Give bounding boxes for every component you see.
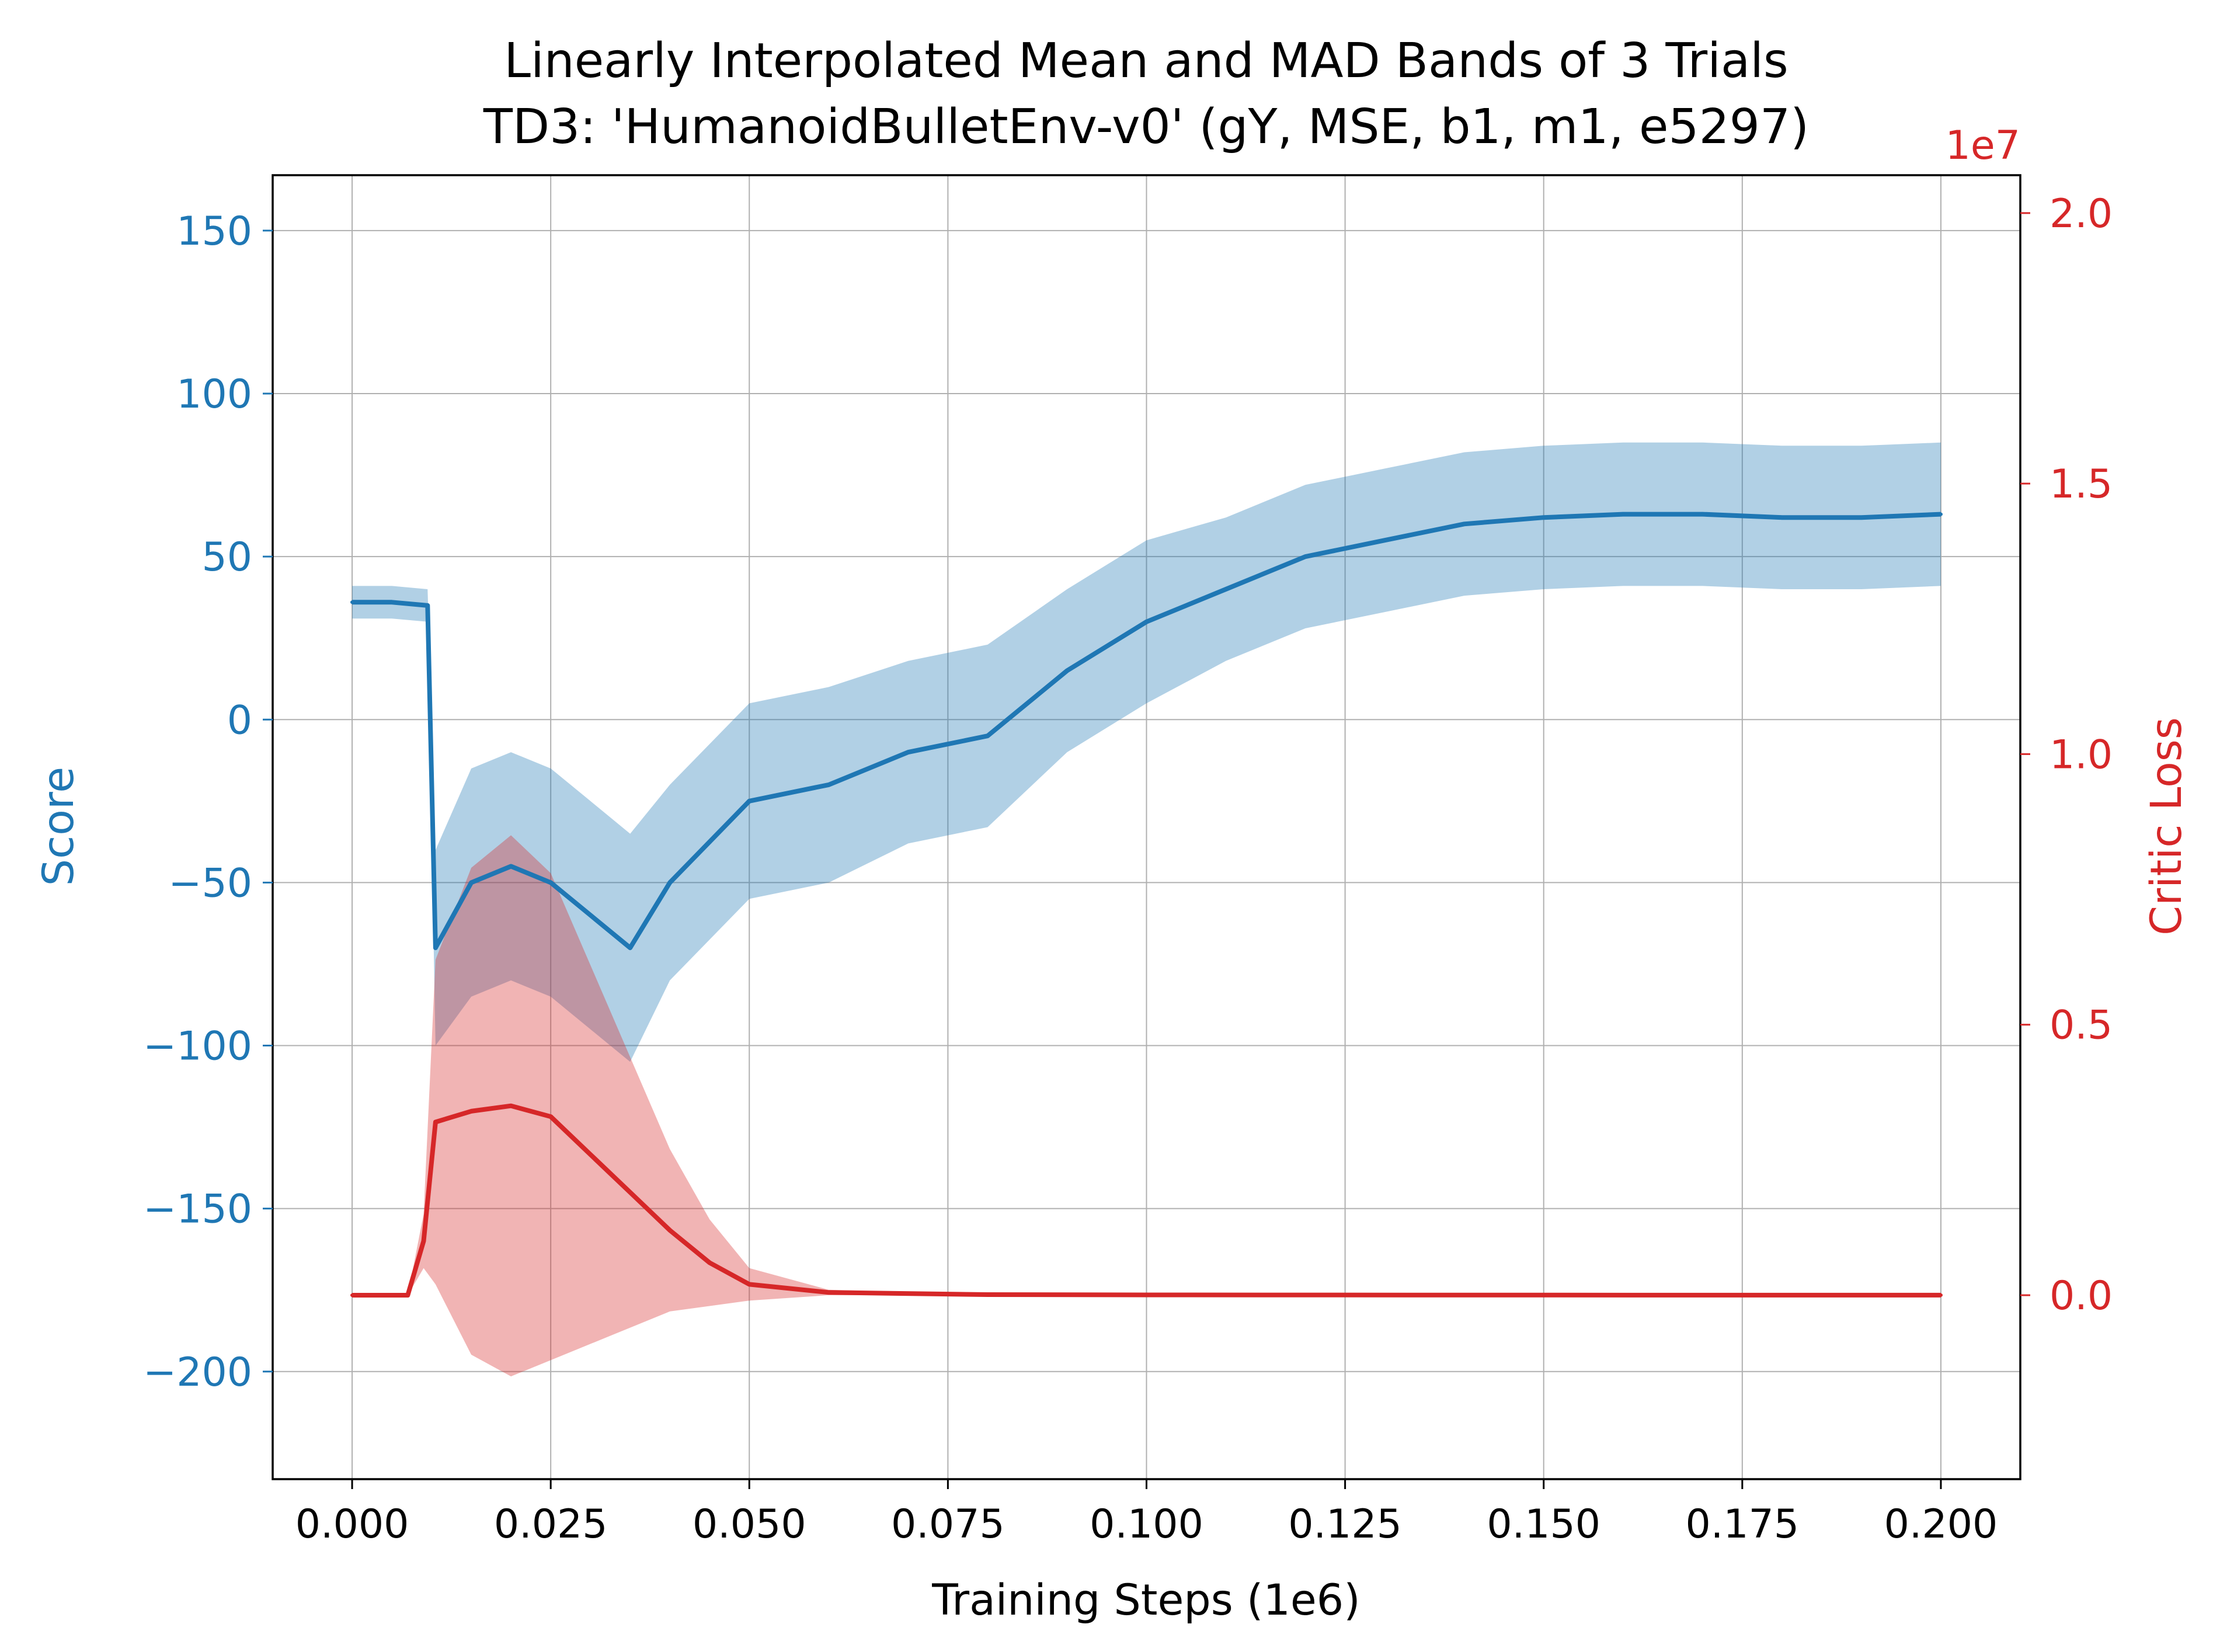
score-point: [1939, 512, 1943, 516]
critic-loss-point: [1542, 1293, 1546, 1297]
critic-loss-point: [827, 1291, 831, 1295]
score-point: [350, 600, 354, 604]
score-point: [1700, 512, 1704, 516]
score-line: [352, 512, 1941, 951]
critic-loss-mad-band: [352, 835, 1941, 1376]
score-point: [390, 600, 394, 604]
score-point: [1303, 555, 1307, 559]
score-point: [1065, 669, 1069, 673]
critic-loss-point: [986, 1293, 990, 1296]
x-tick-label: 0.100: [1090, 1501, 1203, 1547]
critic-loss-point: [509, 1104, 513, 1108]
score-point: [747, 799, 751, 803]
critic-loss-point: [747, 1282, 751, 1286]
critic-loss-point: [668, 1228, 672, 1232]
x-tick-label: 0.025: [494, 1501, 608, 1547]
score-point: [426, 603, 430, 607]
y-axis-right-ticks: 0.0 0.5 1.0 1.5 2.0: [2020, 191, 2113, 1319]
score-point: [1621, 512, 1625, 516]
critic-loss-point: [469, 1109, 474, 1113]
score-point: [509, 864, 513, 868]
y-left-tick-label: −150: [143, 1187, 252, 1233]
grid-lines: [273, 175, 2020, 1479]
score-point: [1144, 620, 1149, 624]
critic-loss-point: [628, 1190, 632, 1194]
x-tick-label: 0.050: [693, 1501, 806, 1547]
critic-loss-point: [1939, 1293, 1943, 1297]
score-point: [906, 750, 910, 754]
y-axis-left-ticks: −200 −150 −100 −50 0 50 100 150: [143, 208, 273, 1396]
y-left-tick-label: 50: [201, 534, 252, 580]
score-mad-band: [352, 442, 1941, 1062]
critic-loss-point: [708, 1261, 712, 1265]
score-point: [1859, 516, 1863, 520]
score-point: [433, 946, 437, 950]
score-point: [1780, 516, 1784, 520]
score-point: [589, 913, 593, 917]
x-axis-ticks: 0.000 0.025 0.050 0.075 0.100 0.125 0.150 0.175…: [295, 1479, 1998, 1547]
x-tick-label: 0.150: [1487, 1501, 1600, 1547]
y-left-tick-label: −100: [143, 1024, 252, 1070]
critic-loss-point: [549, 1115, 553, 1119]
x-axis-label: Training Steps (1e6): [931, 1576, 1360, 1625]
critic-loss-point: [433, 1120, 437, 1124]
y-left-tick-label: 150: [176, 208, 252, 255]
y-right-tick-label: 1.5: [2050, 461, 2113, 507]
x-tick-label: 0.075: [891, 1501, 1005, 1547]
score-point: [1224, 587, 1228, 591]
y-right-tick-label: 0.0: [2050, 1273, 2113, 1319]
x-tick-label: 0.200: [1884, 1501, 1998, 1547]
critic-loss-point: [422, 1239, 426, 1243]
y-left-tick-label: 0: [227, 697, 252, 743]
y-axis-left-label: Score: [34, 767, 83, 886]
score-point: [1383, 538, 1387, 542]
x-tick-label: 0.000: [295, 1501, 409, 1547]
critic-loss-point: [1144, 1293, 1149, 1297]
y-right-tick-label: 0.5: [2050, 1003, 2113, 1049]
score-point: [549, 881, 553, 885]
critic-loss-point: [350, 1293, 354, 1297]
score-point: [668, 881, 672, 885]
y-axis-right-label: Critic Loss: [2142, 717, 2191, 935]
series-lines: [350, 512, 1943, 1298]
y-right-tick-label: 2.0: [2050, 191, 2113, 237]
critic-loss-point: [406, 1293, 410, 1297]
score-point: [469, 881, 474, 885]
y-left-tick-label: −200: [143, 1350, 252, 1396]
chart-subtitle: TD3: 'HumanoidBulletEnv-v0' (gY, MSE, b1…: [483, 99, 1809, 155]
mad-bands: [352, 442, 1941, 1376]
score-point: [827, 782, 831, 787]
y-left-tick-label: −50: [168, 860, 252, 906]
x-tick-label: 0.125: [1288, 1501, 1402, 1547]
y-right-tick-label: 1.0: [2050, 732, 2113, 778]
x-tick-label: 0.175: [1686, 1501, 1800, 1547]
critic-loss-point: [589, 1153, 593, 1157]
score-point: [986, 734, 990, 738]
chart-title: Linearly Interpolated Mean and MAD Bands…: [504, 33, 1788, 89]
score-point: [628, 946, 632, 950]
y-axis-right-multiplier: 1e7: [1946, 123, 2020, 169]
y-left-tick-label: 100: [176, 371, 252, 418]
score-point: [1462, 522, 1466, 526]
score-point: [1542, 516, 1546, 520]
